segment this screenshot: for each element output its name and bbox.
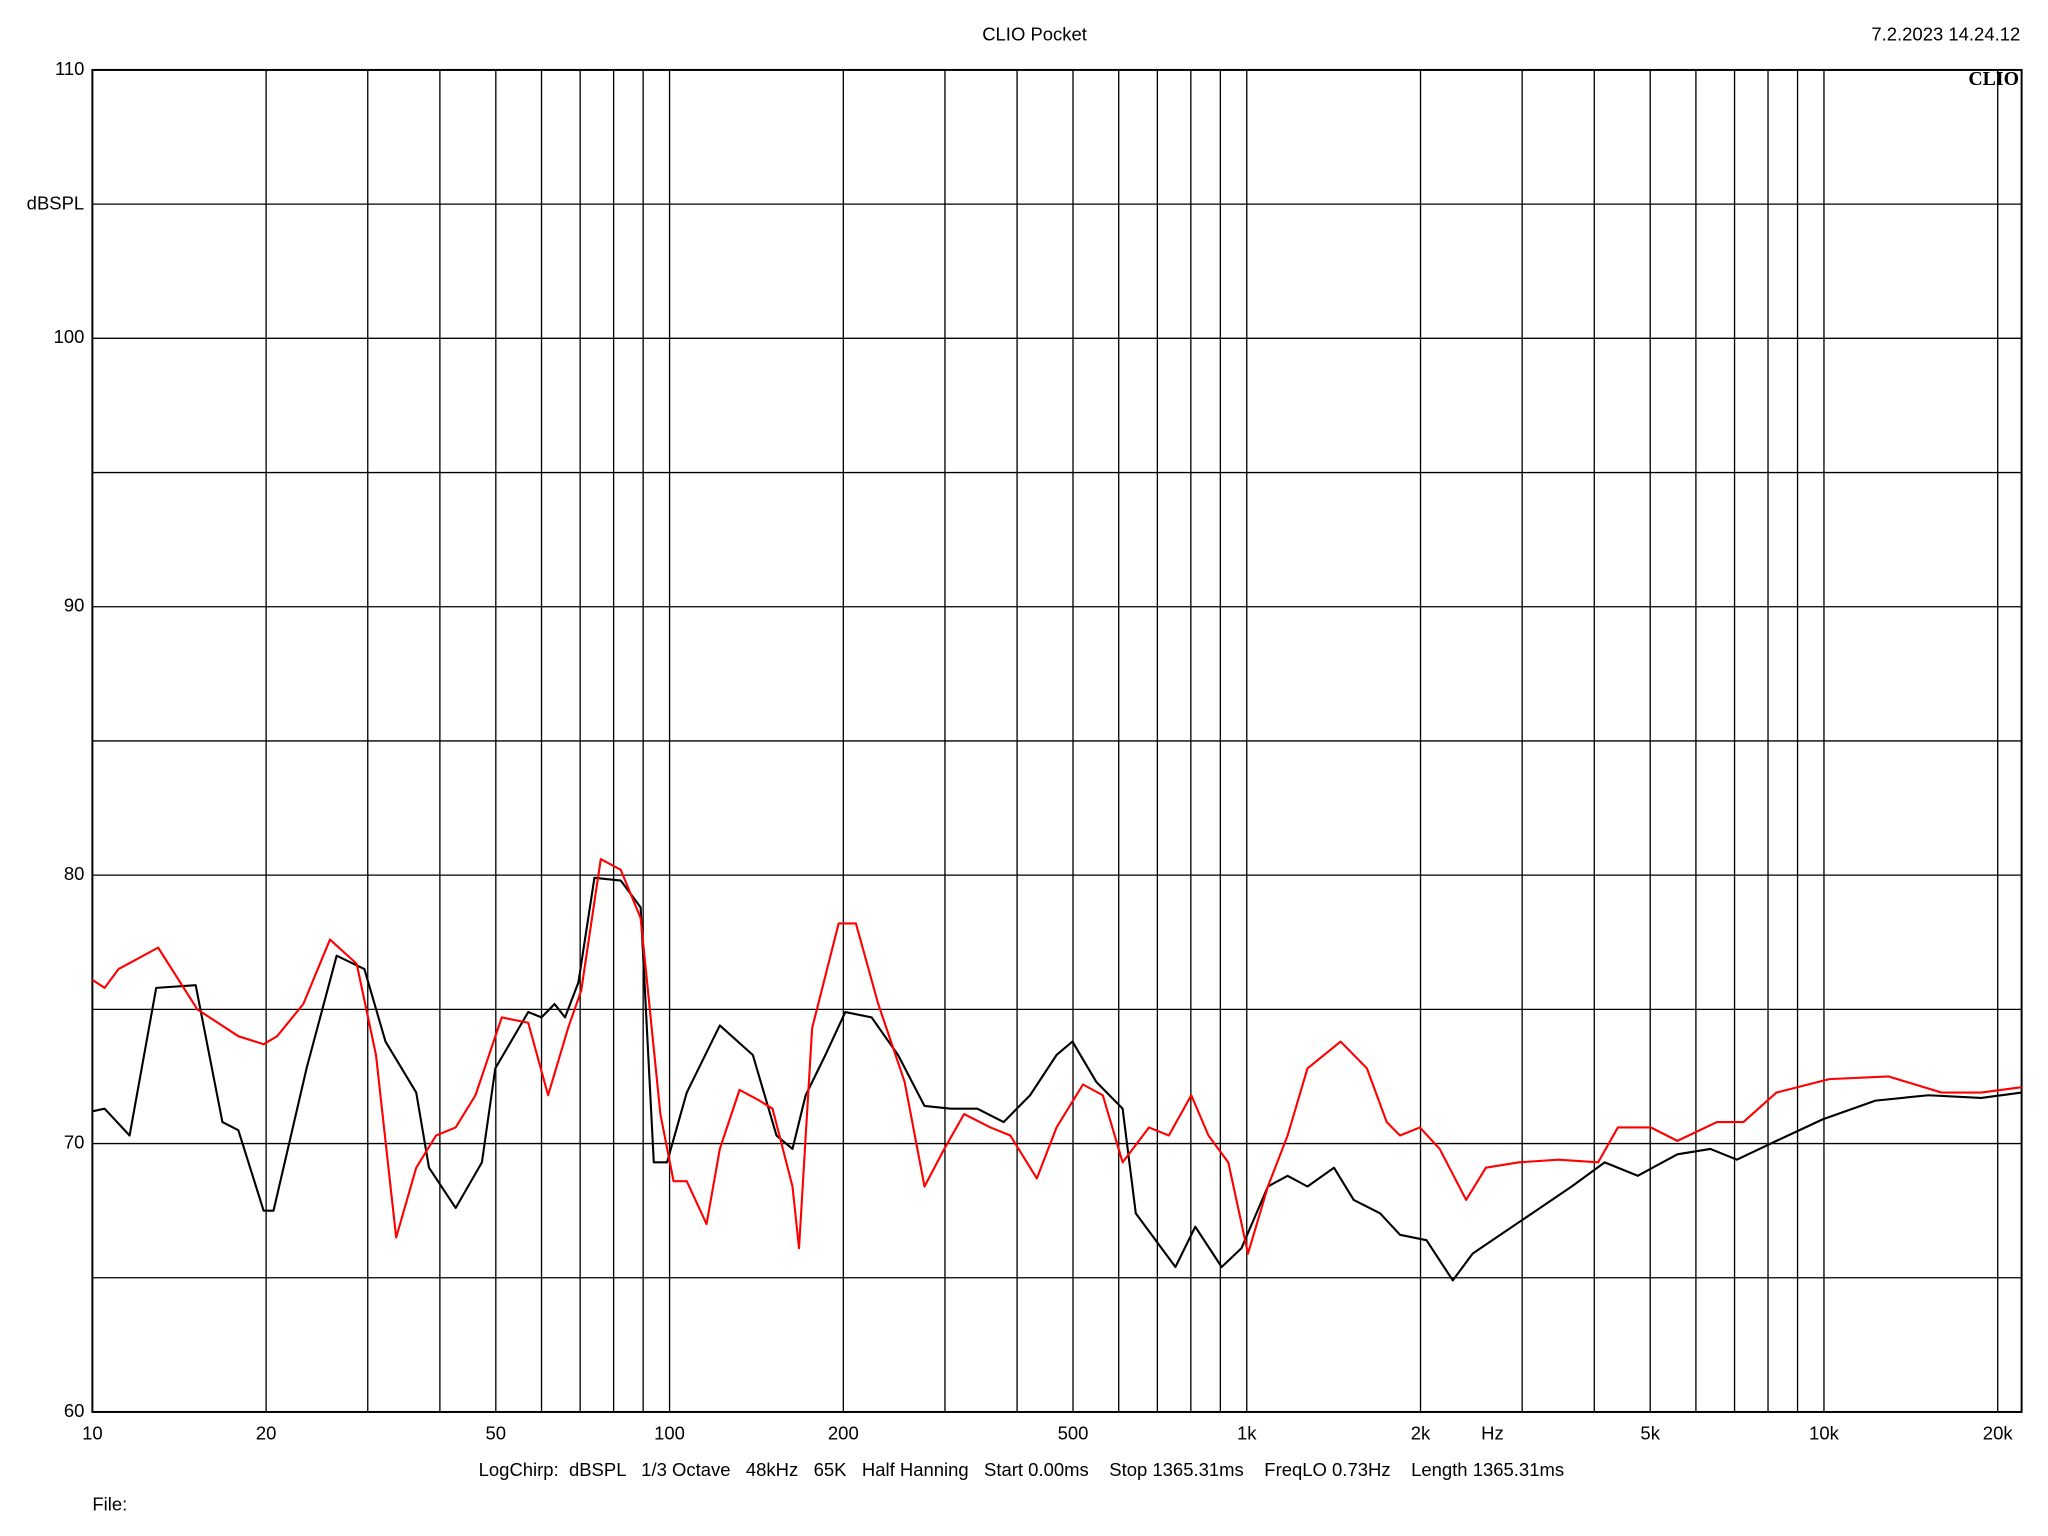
x-tick-label: 500: [1058, 1422, 1089, 1443]
x-tick-label: 2k: [1411, 1422, 1431, 1443]
x-tick-label: 1k: [1237, 1422, 1257, 1443]
x-tick-label: 5k: [1640, 1422, 1660, 1443]
timestamp: 7.2.2023 14.24.12: [1871, 24, 2020, 45]
y-tick-label: 100: [54, 326, 85, 347]
y-tick-label: 90: [64, 595, 85, 616]
chart-title: CLIO Pocket: [982, 24, 1087, 45]
series-line: [91, 857, 2022, 1255]
file-label: File:: [92, 1494, 127, 1515]
x-tick-label: 50: [486, 1422, 507, 1443]
x-tick-label: 20k: [1983, 1422, 2014, 1443]
series-line: [92, 876, 2022, 1282]
x-tick-label: 10: [82, 1422, 103, 1443]
y-tick-label: 80: [64, 863, 85, 884]
logo: CLIO: [1968, 68, 2019, 90]
y-tick-label: 110: [55, 58, 84, 79]
x-tick-label: 200: [828, 1422, 859, 1443]
y-tick-label: 70: [64, 1131, 85, 1152]
plot-frame: [91, 68, 2023, 1413]
footer: LogChirp: dBSPL 1/3 Octave 48kHz 65K Hal…: [479, 1459, 1564, 1480]
x-axis-label: Hz: [1481, 1422, 1504, 1443]
y-axis-label: dBSPL: [27, 192, 85, 213]
x-tick-label: 10k: [1809, 1422, 1840, 1443]
y-tick-label: 60: [64, 1400, 85, 1421]
x-tick-label: 20: [256, 1422, 277, 1443]
x-tick-label: 100: [654, 1422, 685, 1443]
